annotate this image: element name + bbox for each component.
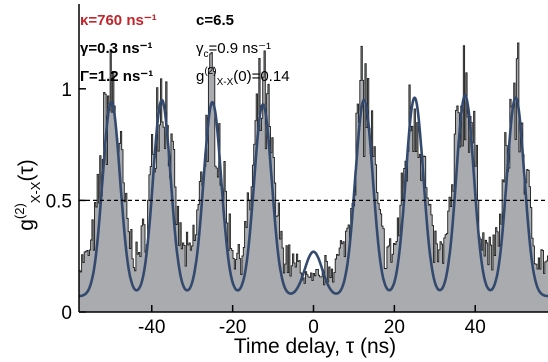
annotation-gamma-c: γc=0.9 ns⁻¹ <box>196 40 271 60</box>
annotation-g2-value: (0)=0.14 <box>233 68 289 85</box>
annotation-gamma-c-symbol: γ <box>196 40 204 57</box>
y-axis-title: g(2)X-X(τ) <box>12 159 43 231</box>
fit-curve-series <box>78 94 548 298</box>
x-tick-label: 40 <box>465 317 486 338</box>
annotation-g2-prefix: g <box>196 68 204 85</box>
y-tick-label: 1 <box>61 80 72 101</box>
x-axis-title: Time delay, τ (ns) <box>234 335 396 358</box>
y-axis-title-sub: X-X <box>28 181 43 203</box>
annotation-gamma-c-sub: c <box>204 49 209 60</box>
annotation-c: c=6.5 <box>196 12 234 29</box>
annotation-g2-sup: (2) <box>204 66 216 77</box>
annotation-Gamma: Γ=1.2 ns⁻¹ <box>80 68 153 85</box>
x-tick-label: -20 <box>219 317 246 338</box>
annotation-g2-zero: g(2)X-X(0)=0.14 <box>196 66 290 88</box>
annotation-gamma-c-value: =0.9 ns⁻¹ <box>209 40 272 57</box>
x-tick-label: -40 <box>138 317 165 338</box>
y-axis-title-sup: (2) <box>12 203 27 219</box>
annotation-gamma: γ=0.3 ns⁻¹ <box>80 40 153 57</box>
x-tick-label: 0 <box>308 317 319 338</box>
axis-ticks: -40 -20 0 20 40 0 0.5 1 <box>46 80 486 338</box>
fit-curve-line <box>78 94 548 298</box>
y-axis-title-arg: (τ) <box>15 159 38 181</box>
annotation-kappa: κ=760 ns⁻¹ <box>80 12 157 29</box>
histogram-fill <box>79 43 548 312</box>
y-axis-title-g: g <box>15 219 38 231</box>
x-tick-label: 20 <box>384 317 405 338</box>
annotation-g2-sub: X-X <box>217 77 234 88</box>
y-tick-label: 0.5 <box>46 191 72 212</box>
y-tick-label: 0 <box>61 303 72 324</box>
